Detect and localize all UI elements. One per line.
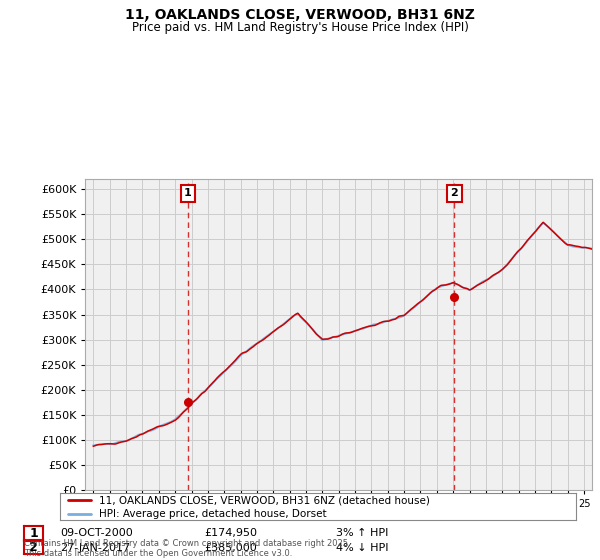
Text: 2: 2 (451, 188, 458, 198)
Text: Contains HM Land Registry data © Crown copyright and database right 2025.
This d: Contains HM Land Registry data © Crown c… (24, 539, 350, 558)
Text: 1: 1 (29, 526, 38, 540)
Text: 27-JAN-2017: 27-JAN-2017 (60, 543, 130, 553)
Text: 1: 1 (184, 188, 192, 198)
Text: 3% ↑ HPI: 3% ↑ HPI (336, 528, 388, 538)
Text: £385,000: £385,000 (204, 543, 257, 553)
Text: Price paid vs. HM Land Registry's House Price Index (HPI): Price paid vs. HM Land Registry's House … (131, 21, 469, 34)
Text: 11, OAKLANDS CLOSE, VERWOOD, BH31 6NZ: 11, OAKLANDS CLOSE, VERWOOD, BH31 6NZ (125, 8, 475, 22)
Text: 09-OCT-2000: 09-OCT-2000 (60, 528, 133, 538)
Text: HPI: Average price, detached house, Dorset: HPI: Average price, detached house, Dors… (98, 509, 326, 519)
Text: £174,950: £174,950 (204, 528, 257, 538)
Text: 2: 2 (29, 541, 38, 554)
Text: 11, OAKLANDS CLOSE, VERWOOD, BH31 6NZ (detached house): 11, OAKLANDS CLOSE, VERWOOD, BH31 6NZ (d… (98, 495, 430, 505)
Text: 4% ↓ HPI: 4% ↓ HPI (336, 543, 389, 553)
